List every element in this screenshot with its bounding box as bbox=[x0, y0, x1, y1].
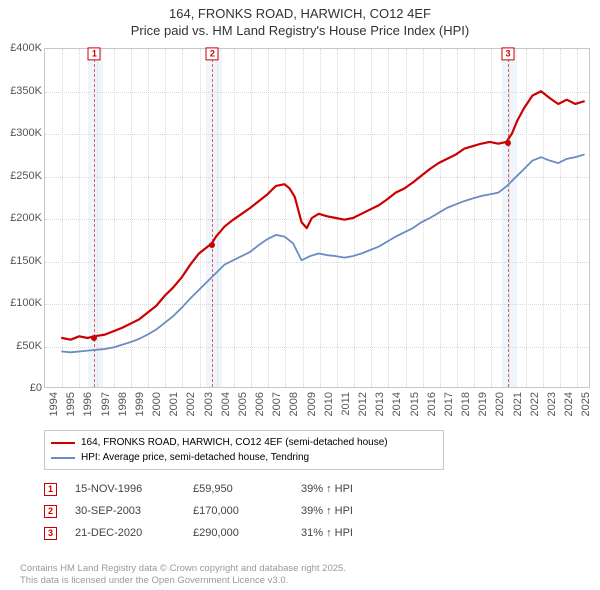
y-tick-label: £0 bbox=[0, 382, 42, 394]
sales-price-2: £170,000 bbox=[193, 505, 283, 517]
line-series bbox=[45, 49, 589, 387]
chart-marker-3: 3 bbox=[502, 47, 515, 60]
sales-price-1: £59,950 bbox=[193, 483, 283, 495]
y-tick-label: £250K bbox=[0, 170, 42, 182]
sales-marker-3: 3 bbox=[44, 527, 57, 540]
x-tick-label: 2001 bbox=[168, 392, 180, 416]
chart-container: 164, FRONKS ROAD, HARWICH, CO12 4EF Pric… bbox=[0, 0, 600, 590]
x-tick-label: 2019 bbox=[477, 392, 489, 416]
title-line-2: Price paid vs. HM Land Registry's House … bbox=[0, 23, 600, 40]
x-tick-label: 2025 bbox=[580, 392, 592, 416]
x-tick-label: 2016 bbox=[426, 392, 438, 416]
legend-label-1: 164, FRONKS ROAD, HARWICH, CO12 4EF (sem… bbox=[81, 435, 388, 450]
x-tick-label: 1995 bbox=[65, 392, 77, 416]
x-tick-label: 1994 bbox=[48, 392, 60, 416]
x-tick-label: 2012 bbox=[357, 392, 369, 416]
legend-label-2: HPI: Average price, semi-detached house,… bbox=[81, 450, 309, 465]
x-tick-label: 2015 bbox=[409, 392, 421, 416]
x-tick-label: 1998 bbox=[117, 392, 129, 416]
sales-row-3: 3 21-DEC-2020 £290,000 31% ↑ HPI bbox=[44, 522, 534, 544]
legend-item-1: 164, FRONKS ROAD, HARWICH, CO12 4EF (sem… bbox=[51, 435, 437, 450]
x-tick-label: 2013 bbox=[374, 392, 386, 416]
x-tick-label: 2021 bbox=[512, 392, 524, 416]
y-tick-label: £400K bbox=[0, 42, 42, 54]
x-tick-label: 2018 bbox=[460, 392, 472, 416]
sales-table: 1 15-NOV-1996 £59,950 39% ↑ HPI 2 30-SEP… bbox=[44, 478, 534, 544]
x-tick-label: 2005 bbox=[237, 392, 249, 416]
attribution: Contains HM Land Registry data © Crown c… bbox=[20, 563, 346, 587]
sales-pct-2: 39% ↑ HPI bbox=[301, 505, 411, 517]
y-tick-label: £200K bbox=[0, 212, 42, 224]
sales-marker-2: 2 bbox=[44, 505, 57, 518]
x-tick-label: 2023 bbox=[546, 392, 558, 416]
sales-date-3: 21-DEC-2020 bbox=[75, 527, 175, 539]
sales-pct-3: 31% ↑ HPI bbox=[301, 527, 411, 539]
x-tick-label: 1996 bbox=[82, 392, 94, 416]
x-tick-label: 2014 bbox=[391, 392, 403, 416]
y-tick-label: £150K bbox=[0, 255, 42, 267]
attribution-line-2: This data is licensed under the Open Gov… bbox=[20, 575, 346, 587]
sales-date-2: 30-SEP-2003 bbox=[75, 505, 175, 517]
x-tick-label: 2020 bbox=[494, 392, 506, 416]
sales-row-2: 2 30-SEP-2003 £170,000 39% ↑ HPI bbox=[44, 500, 534, 522]
sales-row-1: 1 15-NOV-1996 £59,950 39% ↑ HPI bbox=[44, 478, 534, 500]
attribution-line-1: Contains HM Land Registry data © Crown c… bbox=[20, 563, 346, 575]
x-tick-label: 2000 bbox=[151, 392, 163, 416]
legend-swatch-2 bbox=[51, 457, 75, 459]
x-tick-label: 2003 bbox=[203, 392, 215, 416]
chart-marker-1: 1 bbox=[88, 47, 101, 60]
sales-price-3: £290,000 bbox=[193, 527, 283, 539]
x-tick-label: 2022 bbox=[529, 392, 541, 416]
x-tick-label: 2007 bbox=[271, 392, 283, 416]
chart-marker-2: 2 bbox=[206, 47, 219, 60]
x-tick-label: 2004 bbox=[220, 392, 232, 416]
x-tick-label: 2008 bbox=[288, 392, 300, 416]
y-tick-label: £50K bbox=[0, 340, 42, 352]
legend: 164, FRONKS ROAD, HARWICH, CO12 4EF (sem… bbox=[44, 430, 444, 470]
x-tick-label: 2010 bbox=[323, 392, 335, 416]
plot-area: 1 2 3 bbox=[44, 48, 590, 388]
sales-date-1: 15-NOV-1996 bbox=[75, 483, 175, 495]
y-tick-label: £100K bbox=[0, 297, 42, 309]
sales-pct-1: 39% ↑ HPI bbox=[301, 483, 411, 495]
x-tick-label: 2006 bbox=[254, 392, 266, 416]
x-tick-label: 1999 bbox=[134, 392, 146, 416]
title-line-1: 164, FRONKS ROAD, HARWICH, CO12 4EF bbox=[0, 6, 600, 23]
y-tick-label: £300K bbox=[0, 127, 42, 139]
x-tick-label: 2024 bbox=[563, 392, 575, 416]
x-tick-label: 2011 bbox=[340, 392, 352, 416]
sales-marker-1: 1 bbox=[44, 483, 57, 496]
legend-swatch-1 bbox=[51, 442, 75, 444]
x-tick-label: 2017 bbox=[443, 392, 455, 416]
x-tick-label: 1997 bbox=[100, 392, 112, 416]
x-tick-label: 2009 bbox=[306, 392, 318, 416]
title-block: 164, FRONKS ROAD, HARWICH, CO12 4EF Pric… bbox=[0, 0, 600, 40]
x-tick-label: 2002 bbox=[185, 392, 197, 416]
y-tick-label: £350K bbox=[0, 85, 42, 97]
legend-item-2: HPI: Average price, semi-detached house,… bbox=[51, 450, 437, 465]
